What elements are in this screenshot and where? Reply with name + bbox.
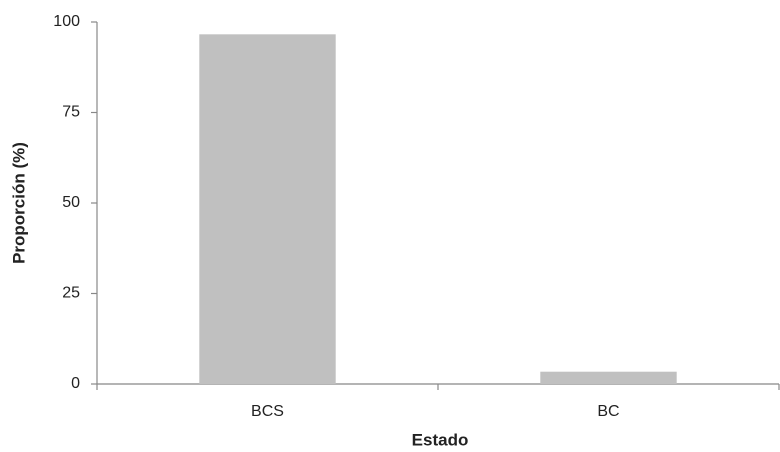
x-axis-title: Estado <box>412 430 469 449</box>
x-tick-label: BC <box>597 403 619 420</box>
y-axis-title: Proporción (%) <box>9 142 28 264</box>
x-tick-label: BCS <box>251 403 284 420</box>
y-tick-label: 75 <box>62 104 80 121</box>
bar <box>199 34 336 385</box>
y-tick-label: 50 <box>62 194 80 211</box>
y-tick-label: 25 <box>62 285 80 302</box>
y-tick-label: 0 <box>71 375 80 392</box>
y-tick-label: 100 <box>53 13 80 30</box>
bar <box>540 371 677 384</box>
